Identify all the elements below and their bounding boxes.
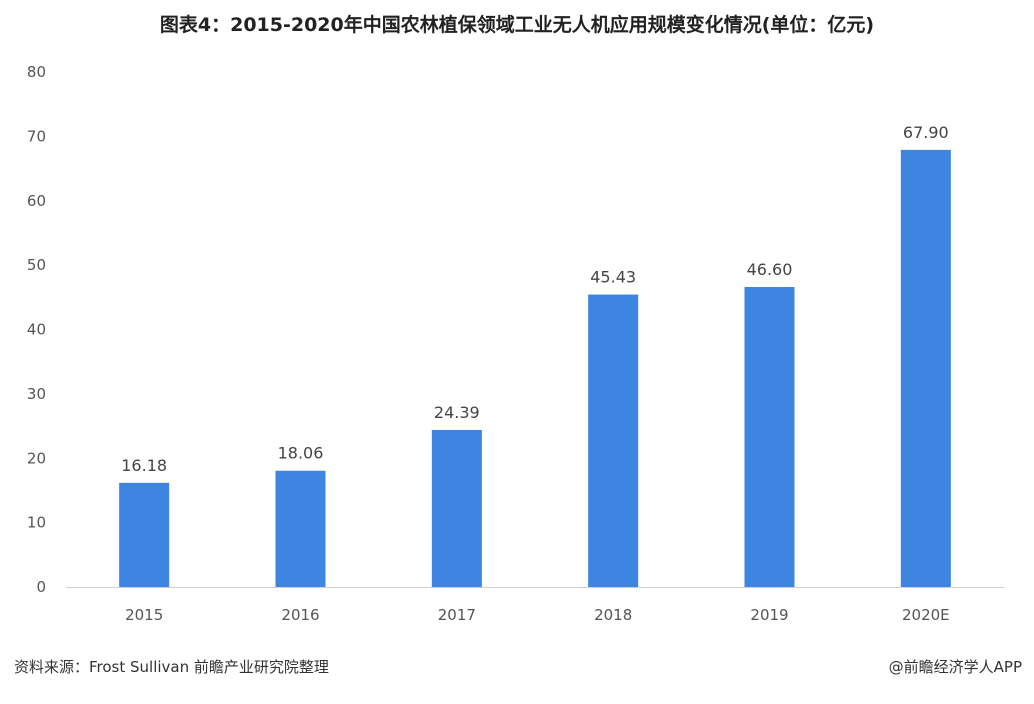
bar bbox=[900, 149, 951, 588]
x-tick-label: 2015 bbox=[125, 606, 163, 624]
data-label: 18.06 bbox=[278, 444, 324, 463]
data-label: 67.90 bbox=[903, 123, 949, 142]
bar-chart: 0 10 20 30 40 50 60 70 80 16.18 2015 18.06 2016 24.39… bbox=[27, 63, 1004, 624]
y-tick-label: 70 bbox=[27, 127, 46, 145]
y-tick-label: 20 bbox=[27, 449, 46, 467]
x-tick-label: 2017 bbox=[438, 606, 476, 624]
x-tick-label: 2018 bbox=[594, 606, 632, 624]
bar bbox=[588, 294, 639, 587]
bar bbox=[744, 287, 795, 587]
bar bbox=[275, 470, 326, 587]
y-tick-label: 0 bbox=[36, 578, 46, 596]
y-tick-label: 50 bbox=[27, 256, 46, 274]
data-label: 16.18 bbox=[121, 456, 167, 475]
x-tick-label: 2016 bbox=[281, 606, 319, 624]
y-tick-label: 80 bbox=[27, 63, 46, 81]
source-note: 资料来源：Frost Sullivan 前瞻产业研究院整理 bbox=[14, 658, 329, 676]
credit-note: @前瞻经济学人APP bbox=[888, 658, 1022, 676]
data-label: 24.39 bbox=[434, 403, 480, 422]
bar bbox=[431, 429, 482, 587]
y-tick-label: 40 bbox=[27, 321, 46, 339]
y-tick-label: 60 bbox=[27, 192, 46, 210]
x-tick-label: 2020E bbox=[902, 606, 950, 624]
x-tick-label: 2019 bbox=[750, 606, 788, 624]
chart-title: 图表4：2015-2020年中国农林植保领域工业无人机应用规模变化情况(单位：亿… bbox=[159, 14, 875, 36]
y-tick-label: 30 bbox=[27, 385, 46, 403]
y-tick-label: 10 bbox=[27, 514, 46, 532]
data-label: 45.43 bbox=[590, 268, 636, 287]
bar bbox=[119, 482, 170, 587]
data-label: 46.60 bbox=[747, 260, 793, 279]
